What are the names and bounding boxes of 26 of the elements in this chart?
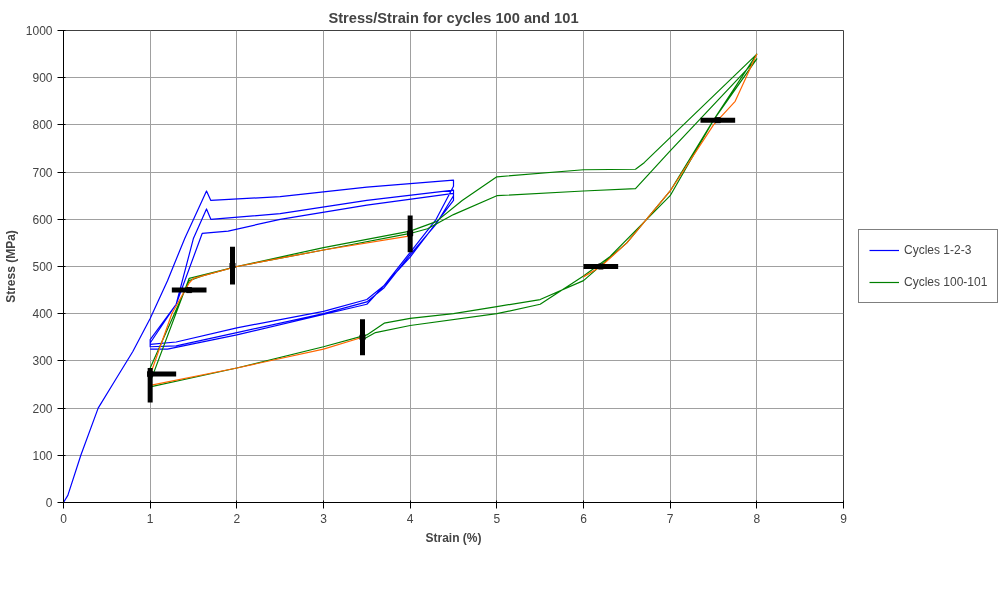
x-tick-label: 8 (753, 511, 761, 526)
x-tick-label: 6 (580, 511, 588, 526)
y-tick-label: 300 (32, 354, 53, 369)
x-tick-label: 5 (493, 511, 501, 526)
y-tick-label: 400 (32, 307, 53, 322)
x-tick-label: 9 (840, 511, 848, 526)
y-tick-label: 200 (32, 401, 53, 416)
y-tick-label: 600 (32, 212, 53, 227)
x-tick-label: 7 (666, 511, 674, 526)
y-tick-label: 800 (32, 118, 53, 133)
y-tick-label: 0 (45, 496, 53, 510)
y-axis-title: Stress (MPa) (3, 230, 18, 303)
x-axis-title: Strain (%) (425, 530, 482, 545)
legend-label: Cycles 1-2-3 (904, 243, 972, 257)
chart-title: Stress/Strain for cycles 100 and 101 (328, 9, 579, 26)
x-tick-label: 1 (146, 511, 154, 526)
x-tick-label: 3 (320, 511, 328, 526)
x-tick-label: 4 (406, 511, 414, 526)
y-tick-label: 1000 (25, 24, 53, 38)
x-tick-label: 2 (233, 511, 241, 526)
y-tick-label: 700 (32, 165, 53, 180)
legend-label: Cycles 100-101 (904, 275, 988, 289)
y-tick-label: 500 (32, 260, 53, 274)
y-tick-label: 900 (32, 71, 53, 86)
x-tick-label: 0 (60, 511, 68, 526)
y-tick-label: 100 (32, 448, 53, 463)
